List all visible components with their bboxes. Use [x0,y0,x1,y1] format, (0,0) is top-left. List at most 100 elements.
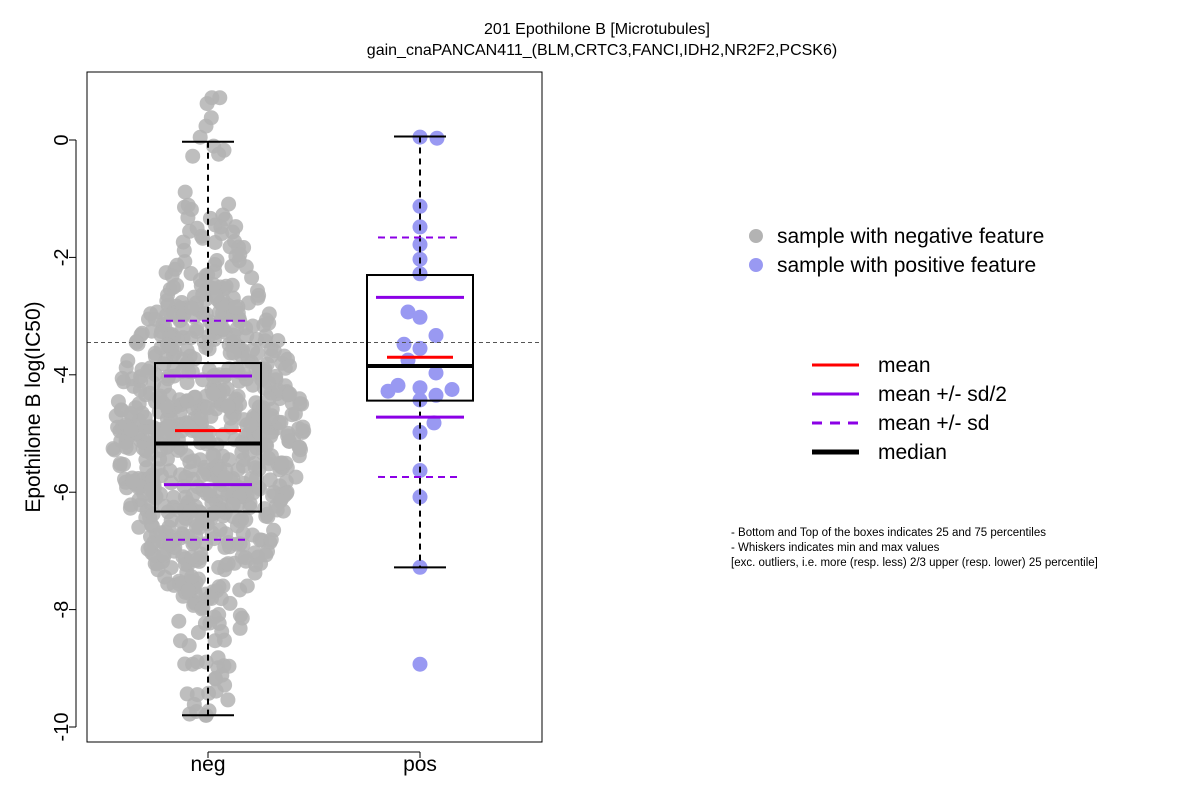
neg-point [220,556,236,572]
neg-point [263,448,279,464]
neg-point [223,410,239,426]
neg-point [190,625,206,640]
legend-line-label: mean +/- sd [878,412,989,435]
neg-point [123,422,139,438]
neg-point [205,447,221,463]
neg-point [239,328,255,344]
neg-point [177,254,193,269]
neg-point [207,235,223,250]
y-tick-label: -2 [51,249,73,267]
neg-point [106,442,122,458]
neg-point [243,417,258,433]
neg-point [180,528,196,544]
neg-point [228,219,244,235]
neg-point [184,569,200,585]
neg-point [137,409,153,425]
neg-point [277,360,293,376]
neg-point [175,330,191,346]
neg-point [243,471,259,487]
neg-point [222,595,238,611]
legend-line-label: median [878,441,947,464]
neg-point [238,553,254,569]
neg-point [159,293,175,309]
neg-point [190,479,206,495]
neg-point [140,363,156,379]
neg-point [278,474,294,490]
legend-points: sample with negative feature sample with … [749,225,1044,277]
neg-point [195,467,211,483]
x-axis: neg pos [190,751,437,776]
neg-point [185,453,201,469]
neg-point [162,537,178,553]
neg-point [205,386,221,401]
neg-point [186,390,202,405]
neg-point [114,370,130,386]
legend-point-swatch [749,258,763,272]
y-tick-label: -10 [51,713,73,742]
neg-point [184,549,200,565]
neg-point [181,638,197,654]
y-axis: 0 -2 -4 -6 -8 -10 [51,134,77,742]
neg-point [189,687,205,703]
neg-point [178,469,194,485]
pos-point [444,382,460,397]
neg-point [227,299,243,315]
pos-point [412,340,428,356]
neg-point [281,433,297,449]
neg-point [122,500,138,516]
neg-point [238,371,254,387]
neg-point [258,312,274,328]
chart-title: 201 Epothilone B [Microtubules] [484,21,710,38]
legend-line-label: mean +/- sd/2 [878,383,1007,406]
neg-point [189,220,205,236]
neg-point [220,399,236,415]
neg-points [105,90,312,723]
neg-point [215,578,231,594]
pos-point [412,237,428,252]
neg-point [163,307,179,323]
neg-point [187,351,203,367]
neg-point [140,541,156,557]
neg-point [163,560,179,576]
pos-point [412,309,428,325]
neg-point [207,633,223,649]
neg-point [160,337,176,353]
pos-point [428,387,444,403]
neg-point [154,468,169,484]
boxes [154,135,474,717]
legend-point-label: sample with positive feature [777,254,1036,277]
neg-point [225,497,241,513]
neg-point [125,474,141,489]
legend-line-label: mean [878,354,931,377]
note-line: - Whiskers indicates min and max values [731,542,940,554]
neg-point [112,458,128,474]
neg-point [220,692,236,708]
neg-point [262,472,278,488]
y-tick-label: 0 [51,134,73,145]
neg-point [211,607,227,622]
neg-point [159,398,175,414]
neg-point [128,400,144,416]
neg-point [266,343,282,359]
neg-point [143,445,159,461]
pos-point [380,383,396,399]
neg-point [188,514,204,530]
neg-point [152,388,168,404]
neg-point [208,671,223,687]
legend-point-label: sample with negative feature [777,225,1044,248]
neg-point [203,511,219,527]
neg-point [139,460,155,476]
neg-point [261,391,277,407]
neg-point [172,404,188,420]
neg-point [110,394,126,410]
chart-subtitle: gain_cnaPANCAN411_(BLM,CRTC3,FANCI,IDH2,… [367,42,837,59]
neg-point [158,424,174,440]
neg-point [252,481,268,497]
y-tick-label: -8 [51,601,73,619]
x-tick-label: neg [190,753,225,776]
neg-point [174,514,190,530]
neg-point [150,562,166,578]
neg-point [232,246,248,262]
legend-lines: mean mean +/- sd/2 mean +/- sd median [812,354,1007,464]
